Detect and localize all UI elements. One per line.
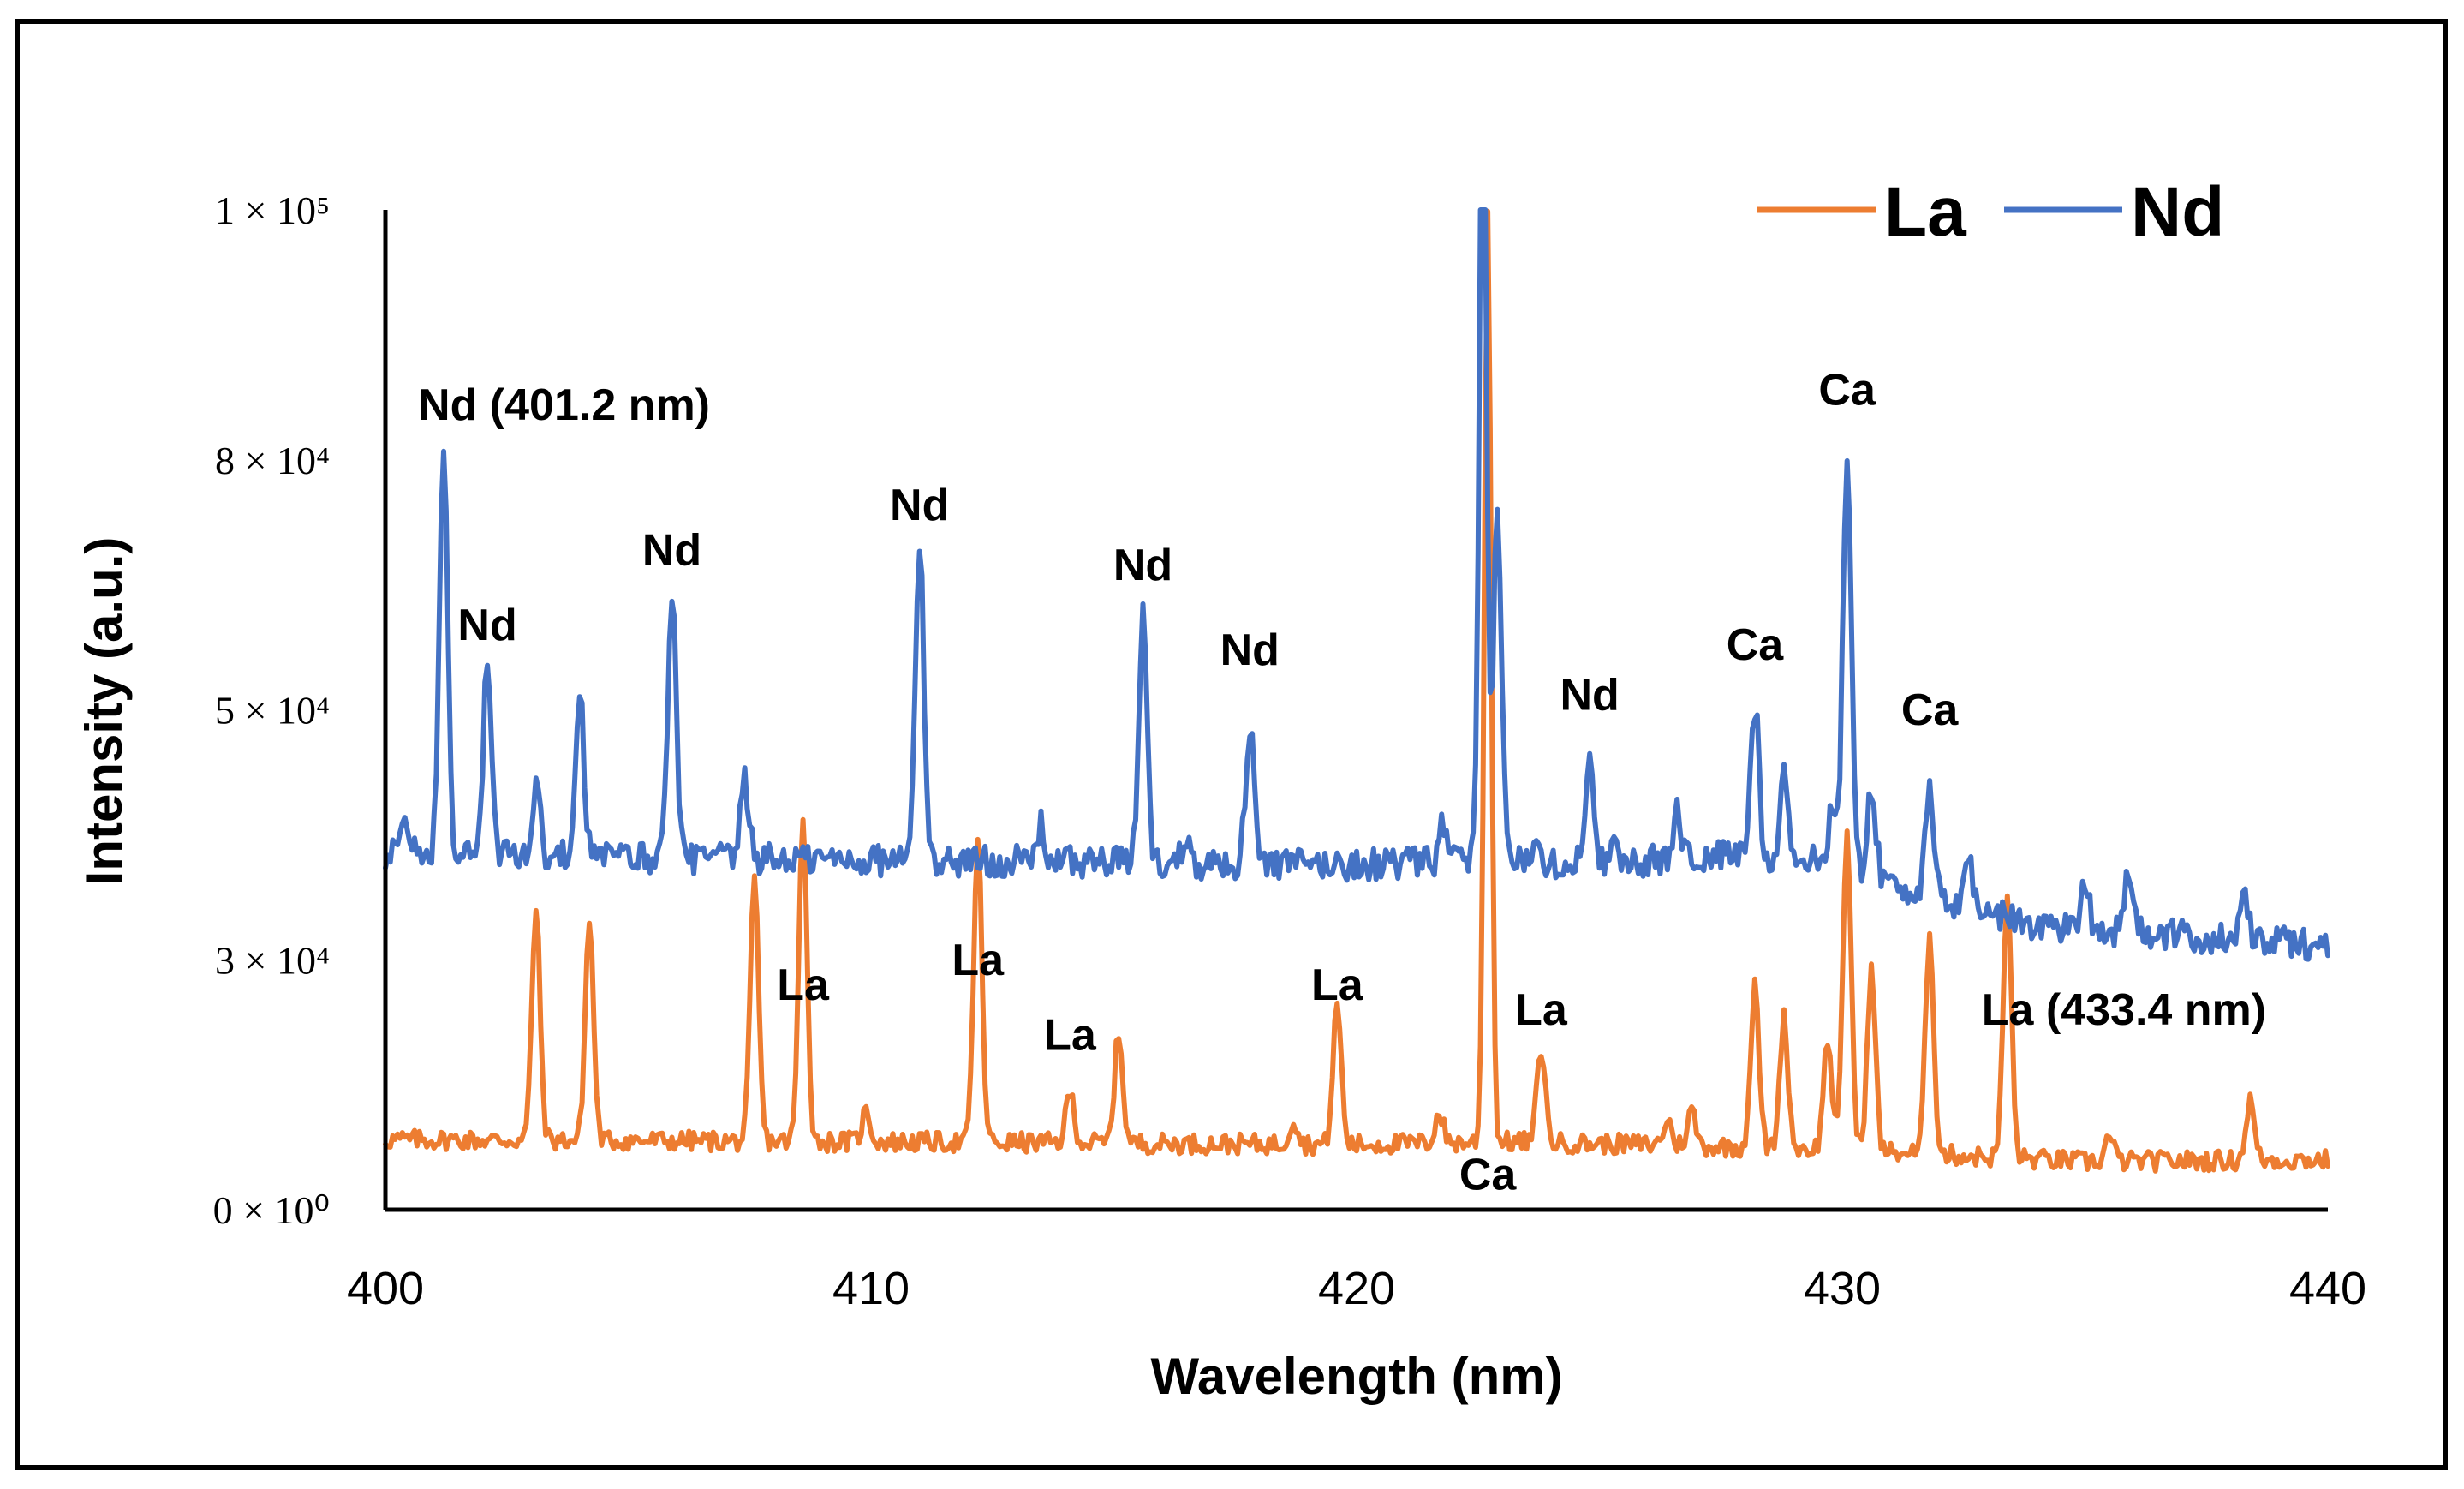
- y-tick-label: 1 × 10⁵: [215, 188, 330, 232]
- y-tick-label: 5 × 10⁴: [215, 689, 330, 733]
- peak-annotation: La: [777, 960, 830, 1010]
- x-tick-labels: 400 410 420 430 440: [347, 1263, 2366, 1314]
- peak-annotation: Nd: [1560, 671, 1619, 721]
- x-tick-label: 420: [1318, 1263, 1395, 1314]
- peak-annotation: La: [1515, 985, 1568, 1035]
- peak-annotation: Nd: [1220, 625, 1280, 675]
- y-tick-label: 0 × 10⁰: [213, 1188, 330, 1232]
- legend-la-label: La: [1884, 173, 1967, 251]
- y-axis-title: Intensity (a.u.): [75, 537, 133, 886]
- peak-annotation: La: [952, 936, 1005, 985]
- peak-annotation: Nd: [1113, 541, 1172, 590]
- peak-annotation: Nd: [642, 525, 701, 575]
- peak-annotations: Nd (401.2 nm) Nd Nd Nd Nd Nd Nd Ca Ca Ca La La La La L…: [418, 366, 2266, 1200]
- x-tick-label: 400: [347, 1263, 424, 1314]
- plot-lines: [383, 207, 2330, 1174]
- legend-nd-label: Nd: [2131, 173, 2224, 251]
- peak-annotation: Nd (401.2 nm): [418, 380, 710, 430]
- peak-annotation: Ca: [1818, 366, 1876, 416]
- y-tick-label: 8 × 10⁴: [215, 439, 330, 482]
- peak-annotation: Nd: [457, 601, 516, 650]
- peak-annotation: La (433.4 nm): [1982, 985, 2266, 1035]
- figure-frame: [15, 19, 2448, 1470]
- peak-annotation: Ca: [1901, 685, 1960, 735]
- peak-annotation: La: [1044, 1010, 1097, 1060]
- y-tick-label: 3 × 10⁴: [215, 938, 330, 982]
- peak-annotation: Ca: [1459, 1151, 1518, 1200]
- series-line-la: [383, 208, 2330, 1174]
- legend: La Nd: [1757, 173, 2224, 251]
- peak-annotation: Ca: [1727, 620, 1785, 670]
- peak-annotation: La: [1311, 960, 1364, 1010]
- peak-annotation: Nd: [890, 481, 949, 530]
- x-tick-label: 430: [1804, 1263, 1881, 1314]
- x-axis-title: Wavelength (nm): [1150, 1348, 1562, 1405]
- x-tick-label: 410: [832, 1263, 910, 1314]
- y-tick-labels: 0 × 10⁰ 3 × 10⁴ 5 × 10⁴ 8 × 10⁴ 1 × 10⁵: [213, 188, 330, 1232]
- x-tick-label: 440: [2289, 1263, 2366, 1314]
- series-line-nd: [383, 207, 2330, 962]
